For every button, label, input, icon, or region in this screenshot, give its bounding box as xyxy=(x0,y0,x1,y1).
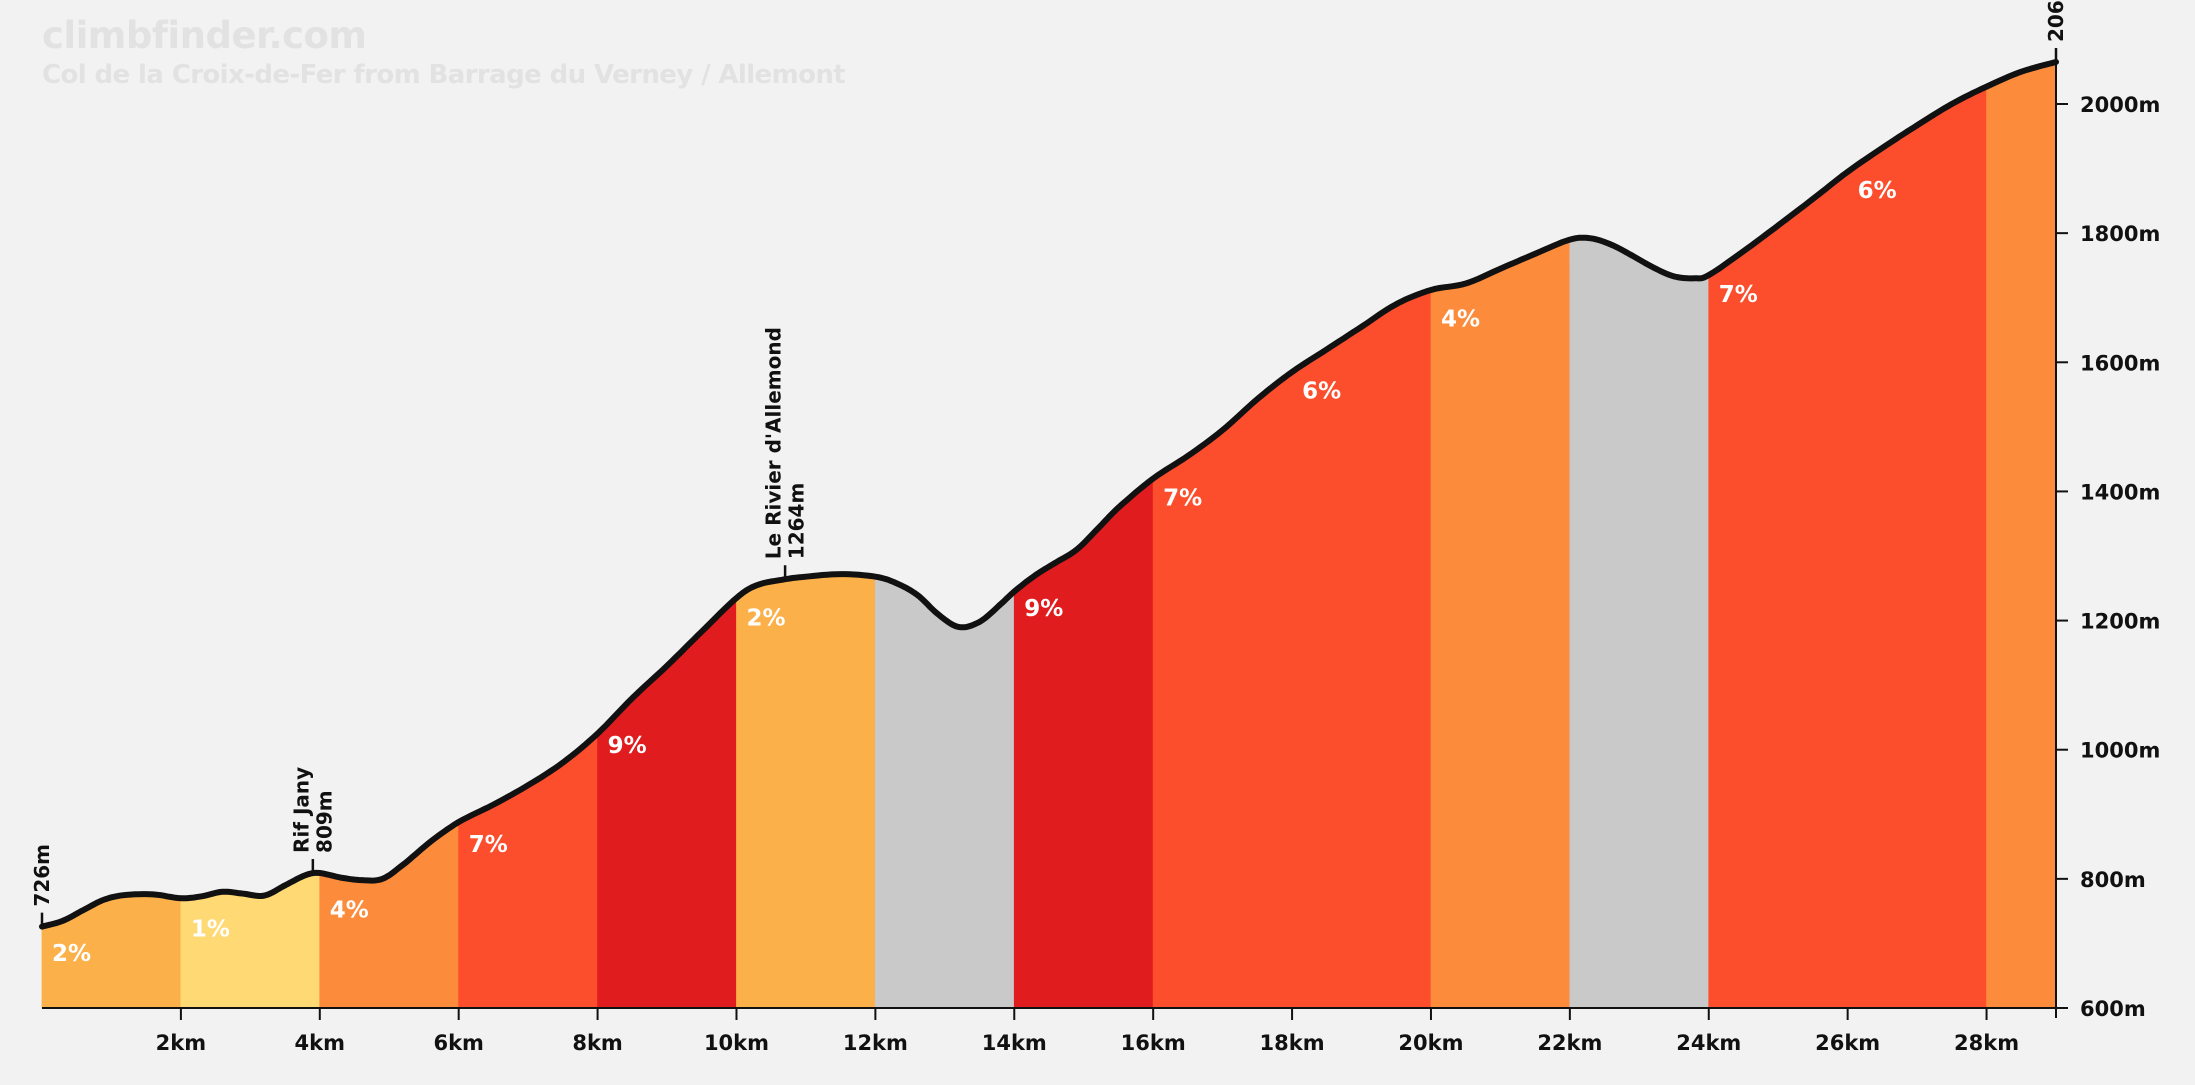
x-tick-label-1: 2km xyxy=(156,1031,206,1055)
x-tick-label-8: 16km xyxy=(1121,1031,1186,1055)
grade-segment-4 xyxy=(458,732,598,1009)
x-tick-label-11: 22km xyxy=(1537,1031,1602,1055)
grade-label-3: 4% xyxy=(330,897,369,923)
grade-segment-10 xyxy=(1430,239,1571,1009)
grade-segment-7 xyxy=(875,576,1015,1009)
chart-title: Col de la Croix-de-Fer from Barrage du V… xyxy=(42,60,846,90)
y-tick-label-3: 1000m xyxy=(2080,739,2160,763)
x-tick-label-3: 6km xyxy=(433,1031,483,1055)
point-label-1-1: 726m xyxy=(30,844,54,907)
x-tick-label-4: 8km xyxy=(572,1031,622,1055)
chart-header: climbfinder.com Col de la Croix-de-Fer f… xyxy=(42,14,846,92)
x-tick-label-10: 20km xyxy=(1398,1031,1463,1055)
x-tick-label-2: 4km xyxy=(295,1031,345,1055)
point-label-3-1: Le Rivier d'Allemond xyxy=(762,327,786,559)
grade-segment-13 xyxy=(1986,61,2057,1009)
point-label-3-2: 1264m xyxy=(785,483,809,560)
grade-label-1: 2% xyxy=(52,941,91,967)
grade-label-12: 7% xyxy=(1719,282,1758,308)
point-label-2-2: 809m xyxy=(312,790,336,853)
grade-label-8: 9% xyxy=(1024,596,1063,622)
x-tick-label-12: 24km xyxy=(1676,1031,1741,1055)
y-tick-label-6: 1600m xyxy=(2080,351,2160,375)
grade-segment-5 xyxy=(597,597,737,1009)
x-tick-label-5: 10km xyxy=(704,1031,769,1055)
grade-segment-8 xyxy=(1013,477,1154,1009)
y-tick-label-1: 600m xyxy=(2080,997,2146,1021)
grade-segment-12 xyxy=(1708,85,1987,1009)
grade-label-2: 1% xyxy=(191,916,230,942)
profile-line xyxy=(39,59,2059,930)
y-tick-label-4: 1200m xyxy=(2080,610,2160,634)
grade-label-10: 4% xyxy=(1441,306,1480,332)
point-label-4-1: 2065m xyxy=(2044,0,2068,42)
x-tick-label-9: 18km xyxy=(1260,1031,1325,1055)
x-tick-label-14: 28km xyxy=(1954,1031,2019,1055)
grade-segment-6 xyxy=(736,573,876,1009)
y-tick-label-5: 1400m xyxy=(2080,480,2160,504)
y-tick-label-2: 800m xyxy=(2080,868,2146,892)
grade-label-extra-2: 6% xyxy=(1858,178,1897,204)
x-tick-label-13: 26km xyxy=(1815,1031,1880,1055)
site-name: climbfinder.com xyxy=(42,14,367,57)
grade-label-extra-1: 6% xyxy=(1302,379,1341,405)
x-tick-label-7: 14km xyxy=(982,1031,1047,1055)
grade-label-6: 2% xyxy=(746,605,785,631)
grade-label-4: 7% xyxy=(469,832,508,858)
grade-segment-9 xyxy=(1152,289,1432,1009)
grade-label-5: 9% xyxy=(608,733,647,759)
point-label-2-1: Rif Jany xyxy=(289,767,313,853)
y-tick-label-7: 1800m xyxy=(2080,222,2160,246)
grade-segment-11 xyxy=(1569,237,1710,1009)
y-tick-label-8: 2000m xyxy=(2080,93,2160,117)
grade-label-9: 7% xyxy=(1163,485,1202,511)
x-tick-label-6: 12km xyxy=(843,1031,908,1055)
